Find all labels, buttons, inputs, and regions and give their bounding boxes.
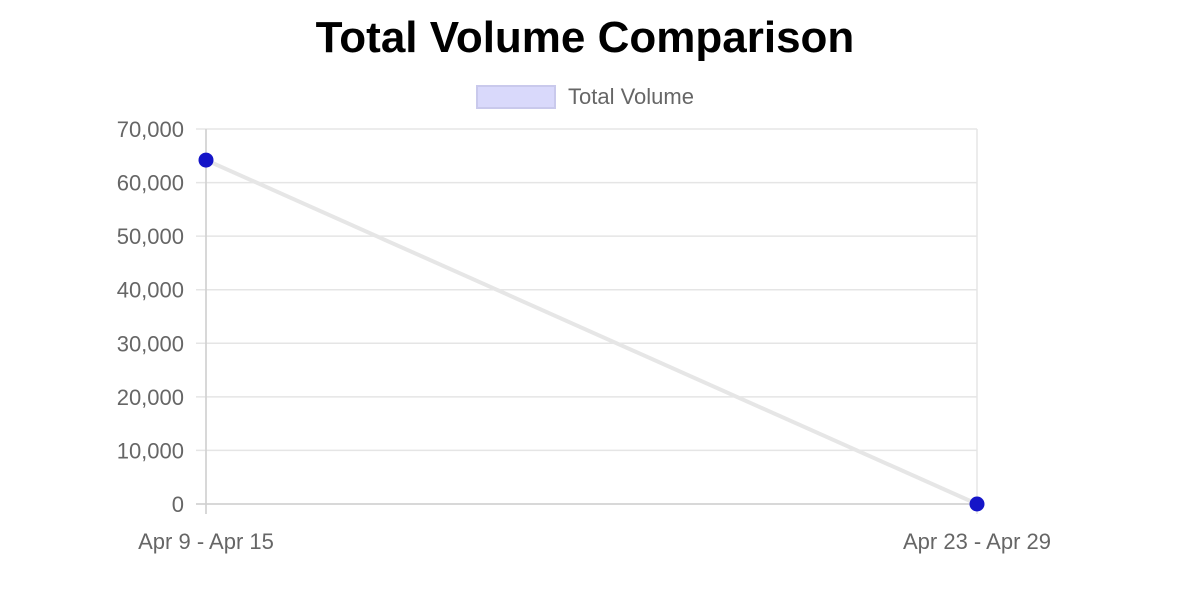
series-total-volume xyxy=(198,152,985,512)
x-tick-label: Apr 9 - Apr 15 xyxy=(138,529,274,554)
legend: Total Volume xyxy=(0,84,1170,110)
y-tick-label: 20,000 xyxy=(117,385,184,410)
y-tick-label: 50,000 xyxy=(117,224,184,249)
chart-title: Total Volume Comparison xyxy=(315,13,855,62)
legend-swatch xyxy=(476,85,557,109)
y-tick-label: 70,000 xyxy=(117,117,184,142)
y-tick-label: 30,000 xyxy=(117,331,184,356)
data-point xyxy=(969,496,985,512)
series-line xyxy=(205,158,978,506)
x-tick-label: Apr 23 - Apr 29 xyxy=(903,529,1051,554)
data-point xyxy=(198,152,214,168)
legend-label: Total Volume xyxy=(568,84,694,109)
y-axis-ticks: 0 10,000 20,000 30,000 40,000 50,000 60,000 70,… xyxy=(117,117,184,517)
y-tick-label: 0 xyxy=(172,492,184,517)
y-tick-label: 40,000 xyxy=(117,278,184,303)
x-axis-ticks: Apr 9 - Apr 15 Apr 23 - Apr 29 xyxy=(138,529,1051,554)
y-tick-label: 10,000 xyxy=(117,438,184,463)
axes xyxy=(196,129,977,514)
y-tick-label: 60,000 xyxy=(117,171,184,196)
grid-lines xyxy=(196,128,978,514)
